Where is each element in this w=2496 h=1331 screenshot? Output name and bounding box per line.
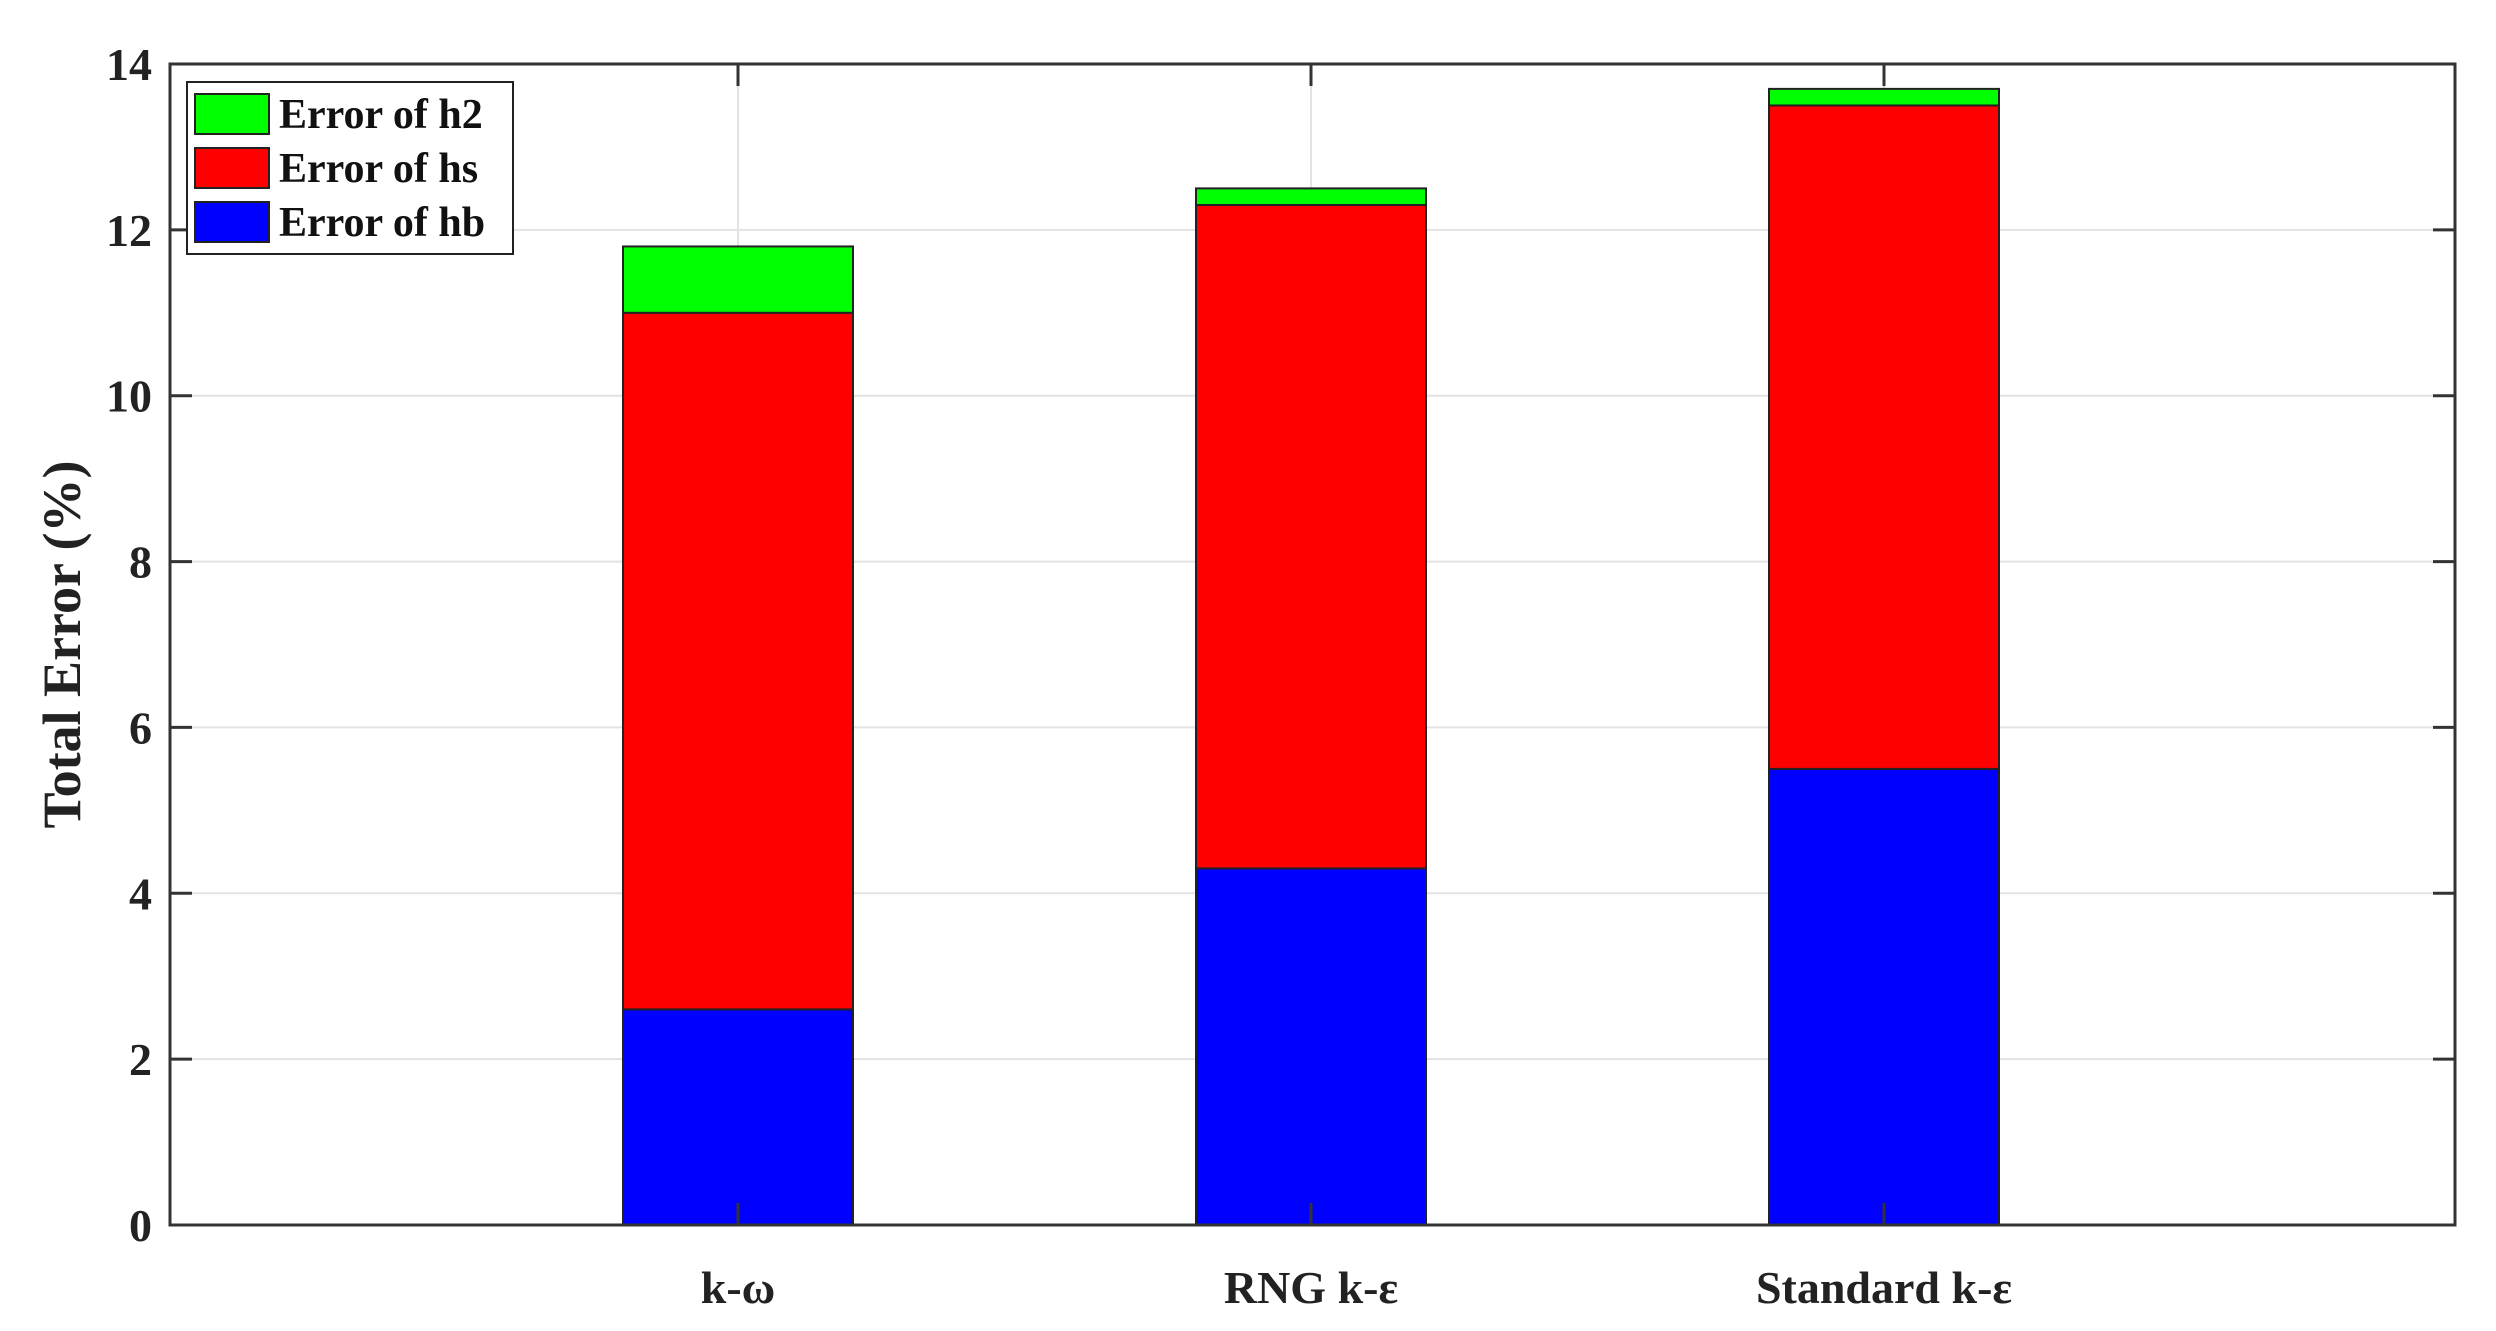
- legend-swatch: [194, 93, 270, 135]
- y-axis-title: Total Error (%): [32, 461, 92, 829]
- legend-label: Error of hs: [279, 146, 478, 192]
- axis-labels: 0 2 4 6 8 10 12 14 k-ω RNG k-ε Standard k-ε: [106, 39, 2012, 1313]
- y-tick-label: 2: [129, 1034, 152, 1085]
- bar-segment: [622, 311, 854, 1011]
- bar-segment: [1768, 767, 2000, 1227]
- bars: [622, 87, 2000, 1227]
- y-tick-label: 4: [129, 868, 152, 919]
- axis-ticks: [170, 62, 2455, 1227]
- y-tick-label: 0: [129, 1200, 152, 1251]
- x-tick-label: k-ω: [701, 1262, 776, 1313]
- y-tick-label: 6: [129, 702, 152, 753]
- bar-segment: [1195, 203, 1427, 870]
- bar-segment: [1195, 187, 1427, 206]
- bar-segment: [1768, 104, 2000, 770]
- bar-segment: [622, 1008, 854, 1227]
- x-tick-label: RNG k-ε: [1224, 1262, 1398, 1313]
- y-tick-label: 14: [106, 39, 152, 90]
- legend-swatch: [194, 147, 270, 189]
- bar-segment: [1195, 867, 1427, 1227]
- x-tick-label: Standard k-ε: [1756, 1262, 2012, 1313]
- y-tick-label: 10: [106, 371, 152, 422]
- y-tick-label: 12: [106, 205, 152, 256]
- legend-label: Error of h2: [279, 92, 483, 138]
- legend-swatch: [194, 201, 270, 243]
- y-tick-label: 8: [129, 537, 152, 588]
- bar-segment: [1768, 87, 2000, 107]
- legend-label: Error of hb: [279, 200, 485, 246]
- bar-segment: [622, 245, 854, 314]
- legend: Error of h2 Error of hs Error of hb: [186, 81, 514, 255]
